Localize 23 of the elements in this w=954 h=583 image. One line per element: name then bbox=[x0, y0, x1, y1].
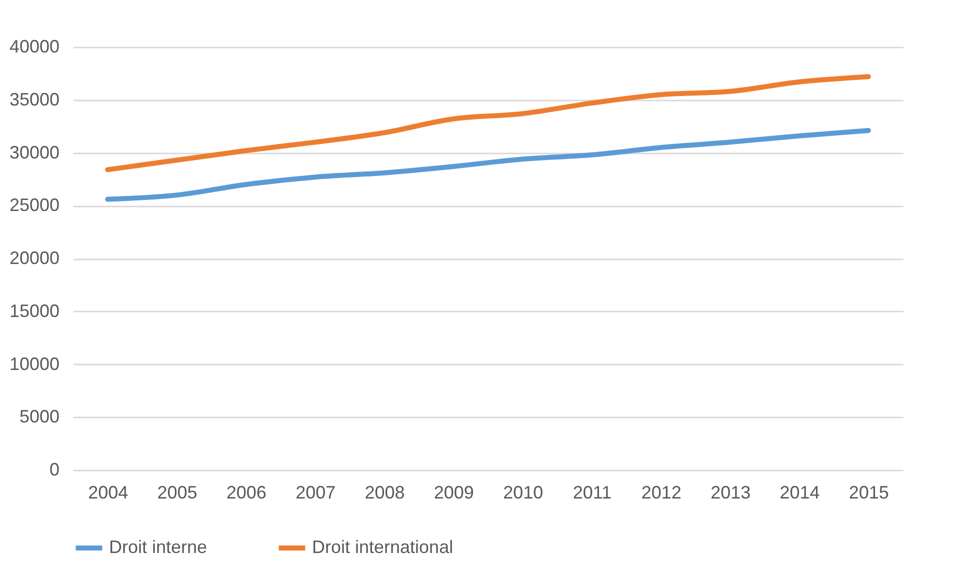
x-tick-label: 2014 bbox=[780, 482, 820, 502]
y-tick-label: 40000 bbox=[9, 36, 60, 56]
y-tick-label: 15000 bbox=[9, 300, 60, 321]
legend-label: Droit interne bbox=[109, 537, 208, 557]
x-tick-label: 2009 bbox=[434, 482, 474, 502]
y-tick-label: 25000 bbox=[9, 195, 60, 216]
y-tick-label: 20000 bbox=[9, 248, 60, 268]
x-tick-label: 2015 bbox=[848, 482, 889, 502]
x-tick-label: 2007 bbox=[296, 482, 336, 502]
legend-label: Droit international bbox=[312, 537, 454, 557]
x-tick-label: 2004 bbox=[88, 482, 128, 502]
x-tick-label: 2012 bbox=[641, 482, 682, 502]
y-tick-label: 30000 bbox=[9, 142, 60, 162]
x-tick-label: 2006 bbox=[226, 482, 266, 502]
y-tick-label: 5000 bbox=[19, 406, 60, 427]
x-tick-label: 2013 bbox=[710, 482, 751, 502]
y-tick-label: 10000 bbox=[9, 354, 60, 374]
y-tick-label: 0 bbox=[49, 460, 60, 480]
x-tick-label: 2005 bbox=[157, 482, 198, 502]
x-tick-label: 2008 bbox=[364, 482, 405, 502]
x-tick-label: 2010 bbox=[503, 482, 544, 502]
x-tick-label: 2011 bbox=[572, 482, 612, 502]
y-tick-label: 35000 bbox=[9, 89, 60, 110]
